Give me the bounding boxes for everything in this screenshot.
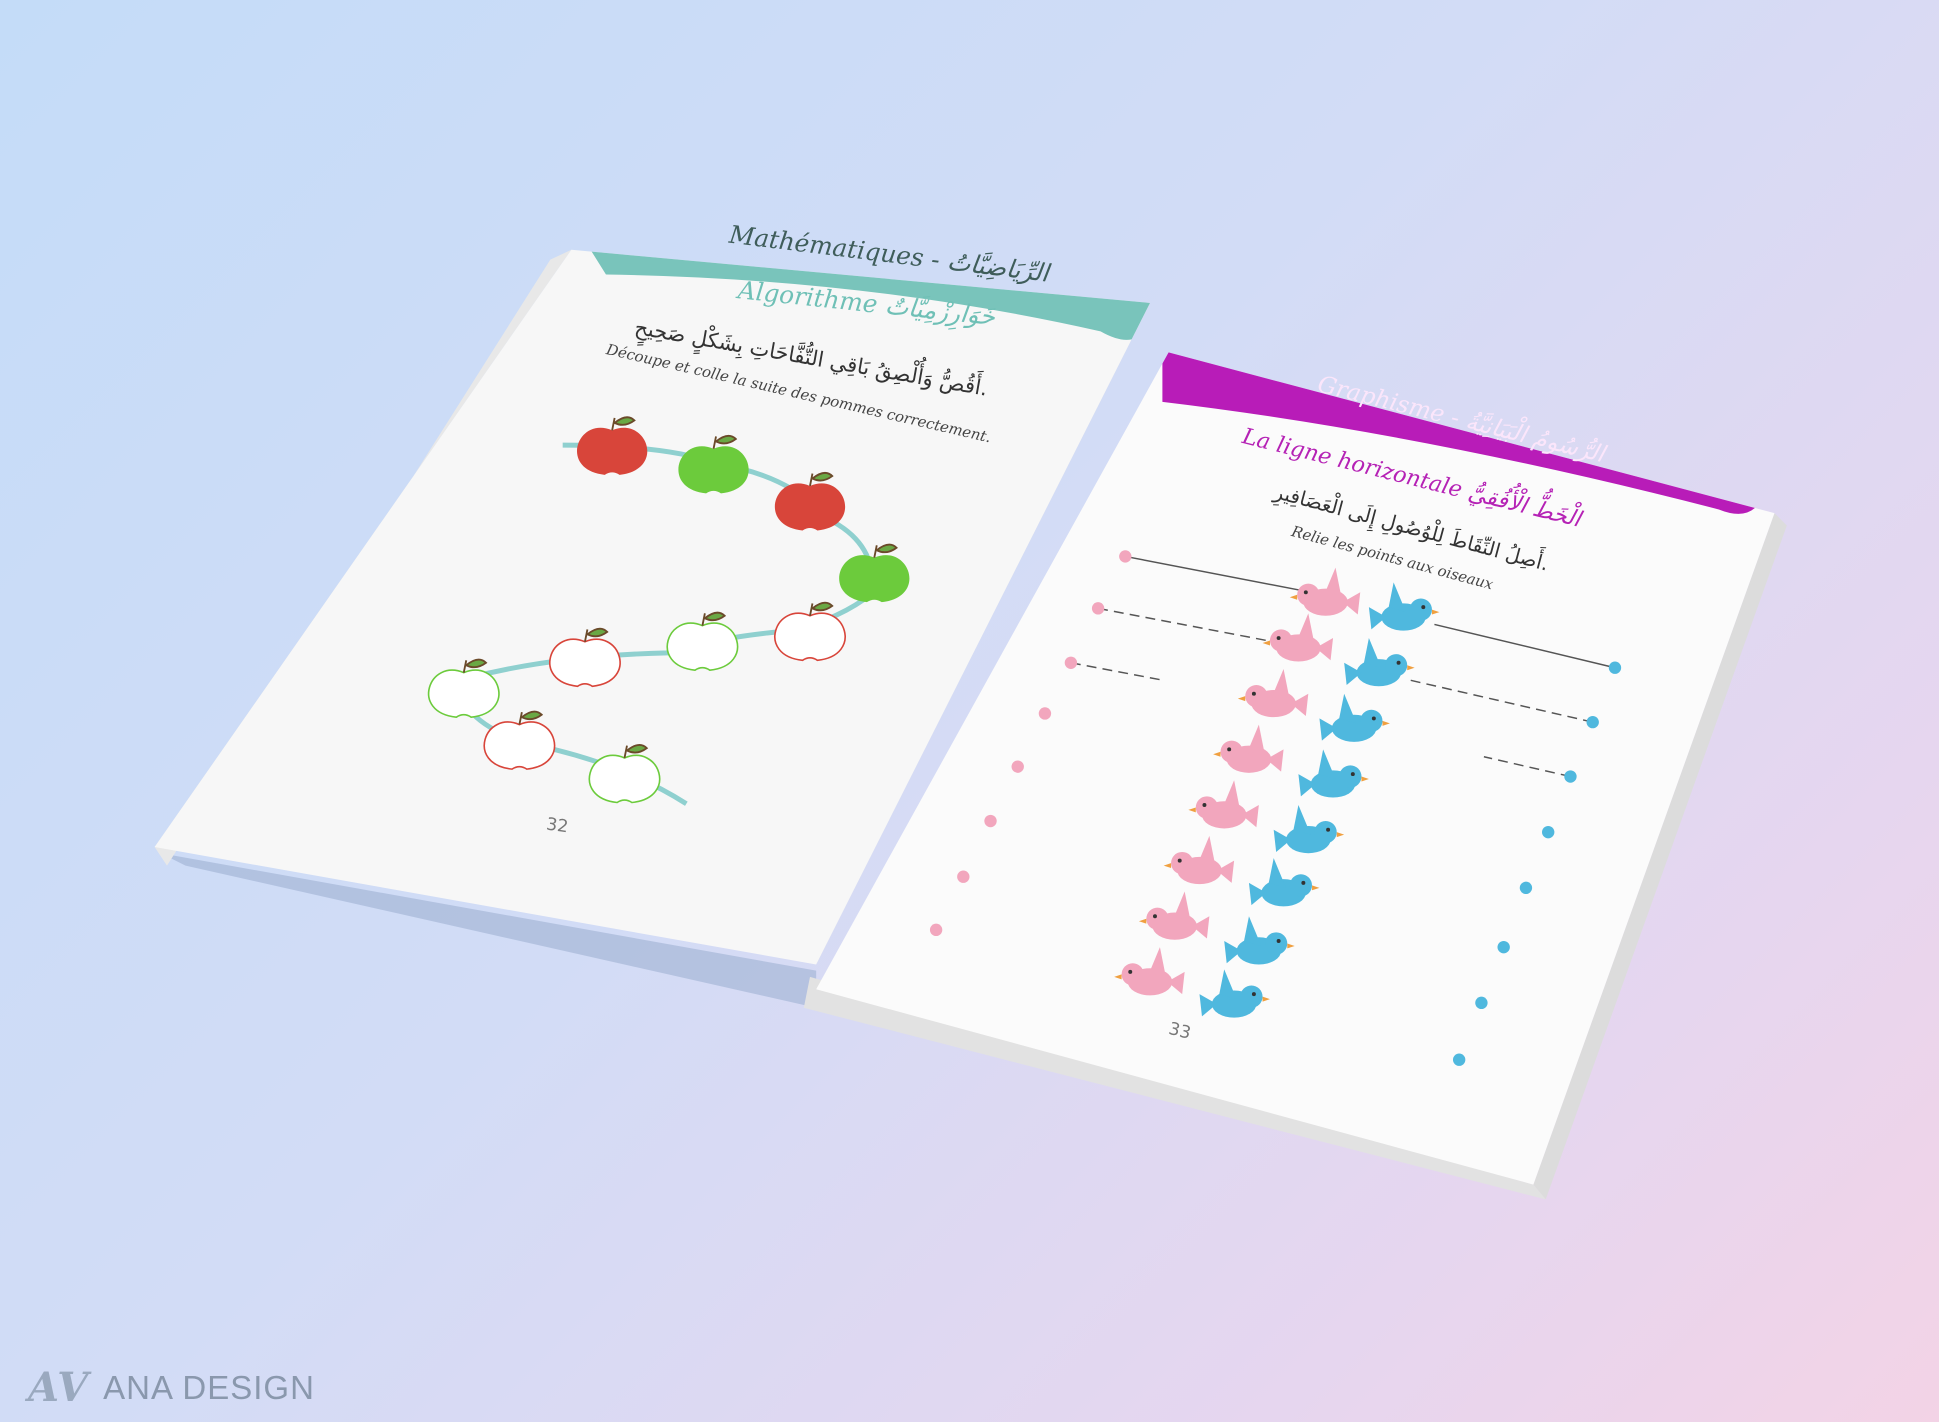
pink-bird <box>1262 613 1334 662</box>
page-stack-edge <box>1533 513 1787 1200</box>
book-shadow <box>160 853 817 1008</box>
pink-dot <box>1119 550 1132 563</box>
apple <box>839 543 910 603</box>
apple-outline <box>483 710 556 770</box>
blue-dot <box>1608 661 1622 674</box>
blue-dot <box>1475 996 1488 1010</box>
pink-bird <box>1138 891 1210 940</box>
left-page-number: 32 <box>545 815 570 838</box>
blue-bird <box>1273 804 1345 854</box>
blue-bird <box>1199 969 1270 1018</box>
trace-line <box>1483 756 1571 778</box>
apple-outline <box>549 627 621 688</box>
apple-outline <box>427 658 500 719</box>
blue-bird <box>1224 916 1295 965</box>
pink-dot <box>984 814 997 828</box>
apple-outline <box>774 601 846 662</box>
pink-bird <box>1237 668 1309 718</box>
apple <box>678 434 749 494</box>
pink-dot <box>1064 656 1078 669</box>
logo-mark: AV <box>28 1364 90 1411</box>
apple <box>577 416 648 475</box>
blue-dot <box>1542 825 1555 839</box>
blue-bird <box>1298 749 1369 798</box>
pink-bird <box>1213 724 1284 773</box>
pink-dot <box>929 923 943 937</box>
trace-line <box>1125 555 1305 592</box>
blue-bird <box>1319 693 1390 742</box>
pink-bird <box>1188 780 1259 829</box>
trace-line <box>1434 623 1616 669</box>
pink-dot <box>1011 760 1024 773</box>
right-page-number: 33 <box>1167 1019 1193 1044</box>
blue-dot <box>1452 1053 1466 1066</box>
blue-bird <box>1368 582 1440 631</box>
blue-bird <box>1248 858 1320 907</box>
blue-dot <box>1497 940 1510 954</box>
blue-dot <box>1586 715 1599 729</box>
blue-dot <box>1564 770 1577 783</box>
watermark-logo: AV ANA DESIGN <box>28 1364 315 1411</box>
trace-line <box>1097 607 1281 644</box>
apple <box>774 472 846 531</box>
apple-outline <box>666 611 739 672</box>
pink-bird <box>1163 835 1235 885</box>
pink-dot <box>957 870 970 883</box>
pink-bird <box>1114 947 1185 996</box>
pink-bird <box>1289 567 1361 616</box>
pink-dot <box>1091 602 1105 615</box>
apple-outline <box>588 744 661 804</box>
blue-bird <box>1344 638 1415 687</box>
pink-dot <box>1038 707 1052 720</box>
right-page: Graphisme - الرُّسُومُ الْبَيَانِيَّةُ L… <box>816 352 1775 1185</box>
blue-dot <box>1519 881 1533 895</box>
logo-text: ANA DESIGN <box>103 1368 315 1406</box>
